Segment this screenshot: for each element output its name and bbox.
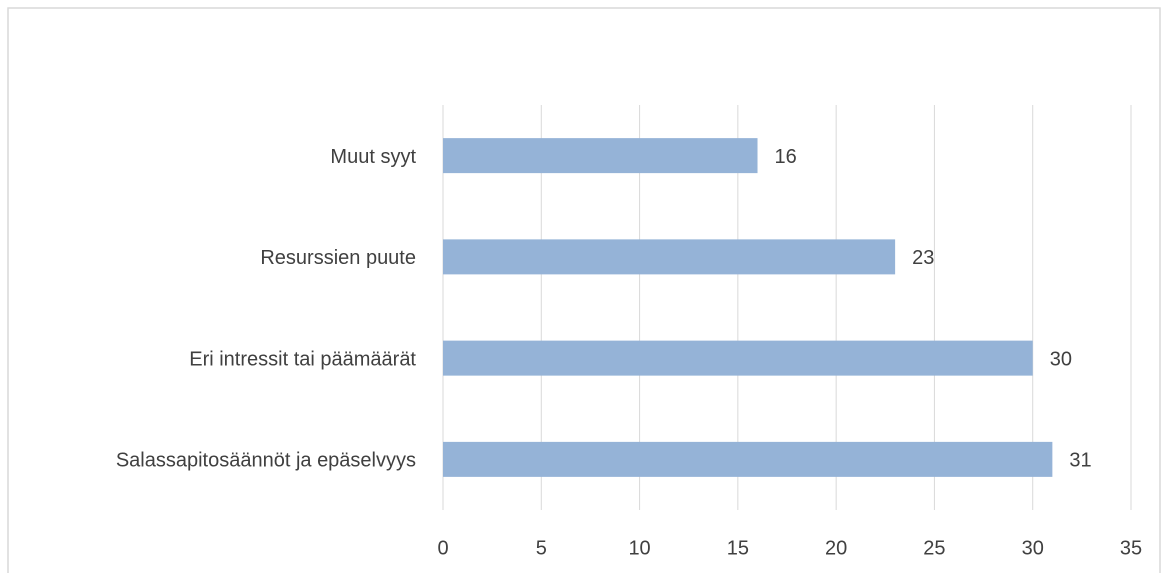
data-label: 31 bbox=[1069, 450, 1091, 472]
bar bbox=[443, 239, 896, 275]
bar bbox=[443, 340, 1033, 376]
data-label: 16 bbox=[775, 146, 797, 168]
x-tick-label: 35 bbox=[1120, 537, 1142, 559]
x-tick-label: 20 bbox=[825, 537, 847, 559]
data-label: 23 bbox=[912, 247, 934, 269]
data-label: 30 bbox=[1050, 348, 1072, 370]
x-tick-label: 30 bbox=[1022, 537, 1044, 559]
y-tick-label: Muut syyt bbox=[330, 146, 416, 168]
y-tick-label: Salassapitosäännöt ja epäselvyys bbox=[116, 450, 416, 472]
y-tick-label: Resurssien puute bbox=[260, 247, 416, 269]
x-tick-label: 0 bbox=[437, 537, 448, 559]
bar bbox=[443, 441, 1053, 477]
bar bbox=[443, 138, 758, 174]
chart-border bbox=[7, 7, 1161, 573]
y-tick-label: Eri intressit tai päämäärät bbox=[189, 348, 416, 370]
x-tick-label: 15 bbox=[727, 537, 749, 559]
x-tick-label: 5 bbox=[536, 537, 547, 559]
x-tick-label: 10 bbox=[628, 537, 650, 559]
x-tick-label: 25 bbox=[923, 537, 945, 559]
